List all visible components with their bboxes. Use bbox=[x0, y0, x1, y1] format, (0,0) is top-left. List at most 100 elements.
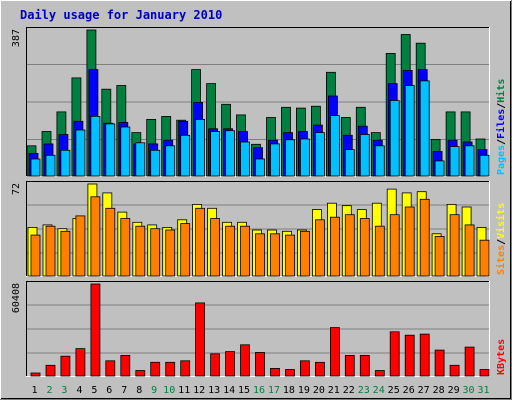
bar-pages-day-8 bbox=[135, 142, 146, 177]
bar-kbytes-day-12 bbox=[195, 302, 206, 377]
legend-entry: / bbox=[496, 139, 507, 145]
x-tick-label-day-5: 5 bbox=[91, 385, 97, 396]
x-tick-label-day-22: 22 bbox=[343, 385, 355, 396]
bar-kbytes-day-1 bbox=[30, 372, 41, 377]
bar-pages-day-16 bbox=[255, 158, 265, 177]
series-pages bbox=[30, 80, 490, 177]
panel-sites-visits: 72 Sites/Visits bbox=[11, 181, 507, 277]
bar-kbytes-day-23 bbox=[359, 354, 370, 377]
x-tick-label-day-17: 17 bbox=[268, 385, 280, 396]
bar-kbytes-day-26 bbox=[404, 334, 415, 377]
bar-pages-day-21 bbox=[329, 115, 340, 177]
bar-sites-day-2 bbox=[45, 225, 56, 277]
x-tick-label-day-29: 29 bbox=[448, 385, 460, 396]
series-sites bbox=[30, 196, 490, 277]
x-tick-label-day-21: 21 bbox=[328, 385, 340, 396]
bar-pages-day-12 bbox=[195, 119, 206, 177]
bar-pages-day-6 bbox=[105, 123, 116, 177]
bar-sites-day-8 bbox=[135, 225, 146, 277]
legend-entry: Pages bbox=[496, 145, 507, 175]
bar-kbytes-day-28 bbox=[434, 349, 445, 377]
bar-pages-day-1 bbox=[30, 158, 41, 177]
bar-pages-day-26 bbox=[404, 85, 415, 177]
bar-kbytes-day-13 bbox=[210, 353, 221, 377]
bar-pages-day-15 bbox=[240, 141, 250, 177]
bar-kbytes-day-7 bbox=[120, 354, 131, 377]
x-tick-labels: 1 2 3 4 5 6 7 8 9 10 11 12 13 14 15 16 17 18 19 20 21 22 23 24 2… bbox=[31, 385, 489, 396]
bar-kbytes-day-29 bbox=[449, 364, 460, 377]
bar-kbytes-day-14 bbox=[225, 351, 236, 377]
legend: KBytes bbox=[496, 339, 507, 375]
x-tick-label-day-19: 19 bbox=[298, 385, 310, 396]
bar-pages-day-27 bbox=[419, 80, 430, 177]
x-tick-label-day-6: 6 bbox=[106, 385, 112, 396]
legend-entry: Visits bbox=[495, 203, 507, 239]
legend-entry: Hits bbox=[495, 79, 507, 103]
bar-pages-day-30 bbox=[464, 145, 475, 177]
x-tick-label-day-25: 25 bbox=[388, 385, 400, 396]
bar-pages-day-4 bbox=[75, 129, 86, 177]
bar-kbytes-day-21 bbox=[329, 327, 340, 377]
bar-pages-day-3 bbox=[60, 149, 71, 177]
x-tick-label-day-24: 24 bbox=[373, 385, 385, 396]
x-tick-label-day-11: 11 bbox=[178, 385, 190, 396]
bar-sites-day-27 bbox=[419, 198, 430, 277]
bar-kbytes-day-11 bbox=[180, 360, 191, 377]
x-tick-label-day-26: 26 bbox=[403, 385, 415, 396]
bar-kbytes-day-3 bbox=[60, 355, 71, 377]
bar-pages-day-20 bbox=[314, 132, 325, 177]
bar-kbytes-day-20 bbox=[314, 361, 325, 377]
bar-sites-day-1 bbox=[30, 234, 41, 277]
bar-sites-day-13 bbox=[210, 218, 221, 277]
x-tick-label-day-28: 28 bbox=[433, 385, 445, 396]
bar-sites-day-30 bbox=[464, 224, 475, 277]
bar-pages-day-7 bbox=[120, 126, 131, 177]
bar-sites-day-14 bbox=[225, 225, 236, 277]
bar-kbytes-day-16 bbox=[255, 351, 265, 377]
y-max-label: 60408 bbox=[11, 283, 22, 313]
bar-sites-day-29 bbox=[449, 214, 460, 277]
x-tick-label-day-16: 16 bbox=[253, 385, 265, 396]
x-tick-label-day-1: 1 bbox=[31, 385, 37, 396]
series-kbytes bbox=[30, 283, 490, 377]
legend-entry: Files bbox=[495, 109, 507, 139]
x-tick-label-day-30: 30 bbox=[462, 385, 474, 396]
bar-pages-day-29 bbox=[449, 146, 460, 177]
bar-kbytes-day-8 bbox=[135, 370, 146, 377]
bar-sites-day-22 bbox=[344, 214, 355, 277]
bar-kbytes-day-2 bbox=[45, 364, 56, 377]
bar-sites-day-12 bbox=[195, 207, 206, 277]
bar-sites-day-3 bbox=[60, 230, 71, 277]
x-tick-label-day-10: 10 bbox=[163, 385, 175, 396]
bar-sites-day-25 bbox=[389, 214, 400, 277]
x-tick-label-day-2: 2 bbox=[46, 385, 52, 396]
bar-kbytes-day-24 bbox=[374, 370, 385, 377]
bar-sites-day-11 bbox=[180, 223, 191, 277]
bar-sites-day-19 bbox=[299, 230, 310, 277]
x-tick-label-day-31: 31 bbox=[477, 385, 489, 396]
x-tick-label-day-9: 9 bbox=[151, 385, 157, 396]
bar-sites-day-23 bbox=[359, 218, 370, 277]
bar-kbytes-day-19 bbox=[299, 360, 310, 377]
bar-sites-day-21 bbox=[329, 216, 340, 277]
bar-sites-day-31 bbox=[479, 239, 490, 277]
bar-kbytes-day-15 bbox=[240, 344, 250, 377]
bar-pages-day-31 bbox=[479, 154, 490, 177]
legend-entry: / bbox=[496, 103, 507, 109]
x-tick-label-day-12: 12 bbox=[193, 385, 205, 396]
bar-kbytes-day-18 bbox=[285, 369, 295, 377]
bar-kbytes-day-27 bbox=[419, 333, 430, 377]
bar-pages-day-24 bbox=[374, 145, 385, 177]
bar-sites-day-7 bbox=[120, 218, 131, 277]
bar-pages-day-25 bbox=[389, 100, 400, 177]
x-tick-label-day-14: 14 bbox=[223, 385, 235, 396]
legend-entry: Sites bbox=[495, 245, 507, 275]
bar-kbytes-day-22 bbox=[344, 354, 355, 377]
bar-sites-day-9 bbox=[150, 228, 161, 277]
x-tick-label-day-15: 15 bbox=[238, 385, 250, 396]
bar-sites-day-16 bbox=[255, 233, 265, 277]
bar-sites-day-24 bbox=[374, 225, 385, 277]
